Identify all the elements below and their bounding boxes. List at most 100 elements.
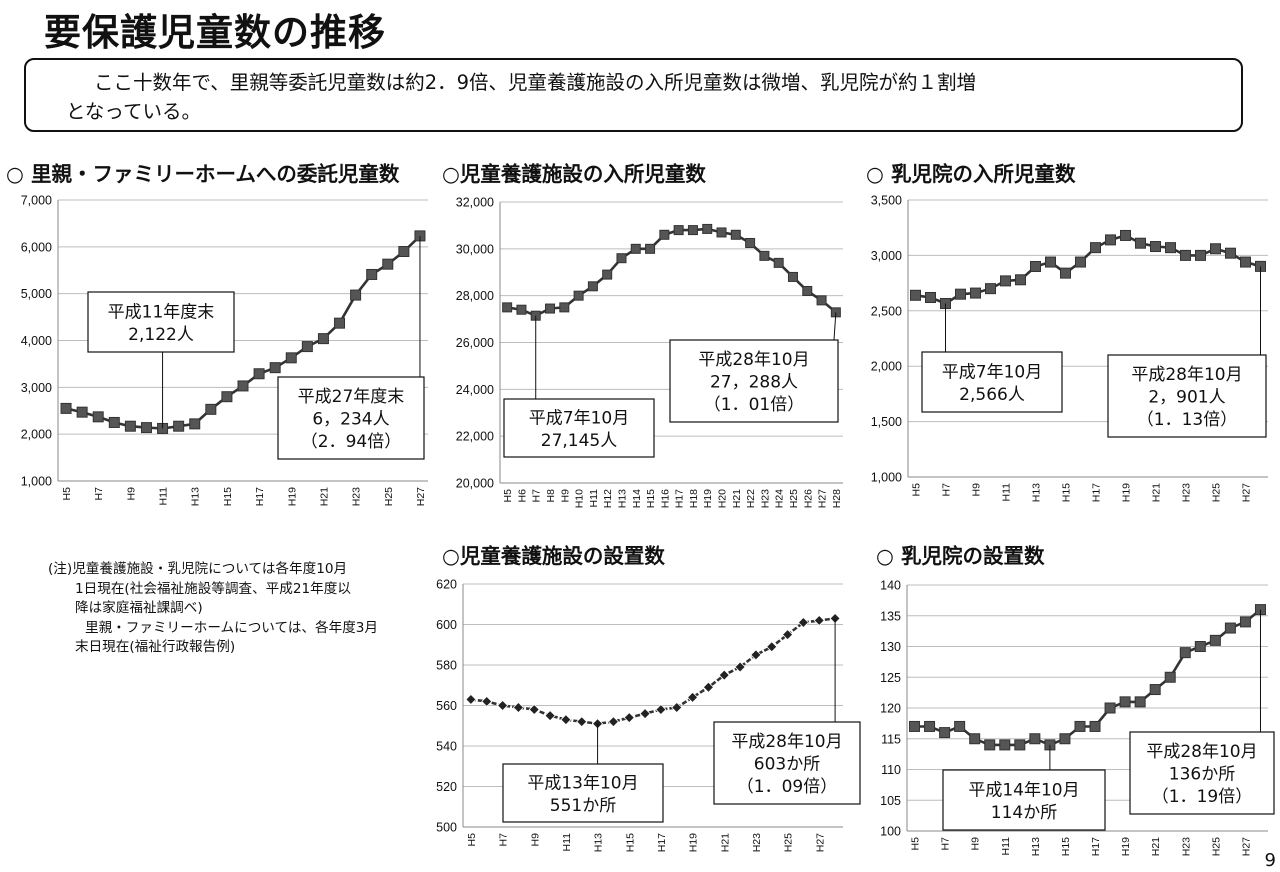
- foster-x-tick-label: H13: [190, 487, 202, 506]
- infant-count-x-tick-label: H21: [1150, 837, 1162, 856]
- facility-residents-annotation-box: [669, 339, 839, 423]
- facility-residents-x-tick-label: H23: [759, 489, 771, 508]
- facility-count-data-point: [687, 691, 699, 703]
- facility-count-y-tick-label: 560: [436, 699, 457, 713]
- foster-x-tick-label: H15: [222, 487, 234, 506]
- facility-count-chart: 500 520 540 560 580 600 620 H5 H7 H9 H11 H13 H15 H17 H…: [436, 578, 861, 852]
- facility-residents-x-tick-label: H8: [545, 489, 557, 503]
- facility-residents-x-tick-label: H16: [659, 489, 671, 508]
- facility-count-annotation-box: [502, 763, 664, 823]
- facility-residents-x-tick-label: H25: [788, 489, 800, 508]
- infant-count-data-point: [1224, 622, 1236, 634]
- facility-count-x-tick-label: H13: [593, 833, 605, 852]
- foster-x-tick-label: H7: [93, 487, 105, 501]
- foster-data-point: [237, 380, 249, 392]
- foster-x-tick-label: H25: [383, 487, 395, 506]
- foster-x-tick-label: H11: [158, 487, 170, 506]
- infant-residents-data-point: [1210, 243, 1221, 255]
- foster-x-tick-label: H9: [125, 487, 137, 501]
- infant-residents-data-point: [1075, 256, 1086, 268]
- facility-count-y-tick-label: 620: [436, 578, 457, 592]
- facility-residents-data-point: [716, 227, 727, 238]
- foster-x-tick-label: H19: [286, 487, 298, 506]
- facility-residents-data-point: [730, 229, 741, 240]
- foster-annotation-text: 6，234人: [312, 410, 389, 430]
- facility-count-x-tick-label: H23: [751, 833, 763, 852]
- infant-residents-chart: 1,000 1,500 2,000 2,500 3,000 3,500 H5 H7 H9 H11 H…: [871, 194, 1268, 502]
- facility-count-data-point: [702, 681, 714, 693]
- note-line-3: 降は家庭福祉課調べ): [75, 600, 203, 616]
- facility-count-x-tick-label: H25: [783, 833, 795, 852]
- facility-count-y-tick-label: 540: [436, 740, 457, 754]
- note-line-2: 1日現在(社会福祉施設等調査、平成21年度以: [75, 580, 351, 597]
- facility-count-annotation-text: 603か所: [754, 755, 820, 775]
- foster-annotation-text: （2．94倍）: [301, 432, 401, 452]
- facility-count-x-tick-label: H21: [719, 833, 731, 852]
- infant-residents-x-tick-label: H23: [1181, 483, 1193, 502]
- infant-residents-data-point: [1225, 247, 1236, 259]
- facility-residents-series-line: [506, 227, 837, 318]
- summary-line-2: となっている。: [66, 100, 201, 123]
- foster-y-tick-label: 4,000: [21, 334, 52, 348]
- facility-residents-annotation-text: 27,145人: [541, 431, 617, 451]
- facility-count-y-tick-label: 600: [436, 618, 457, 632]
- facility-count-data-point: [718, 669, 730, 681]
- infant-residents-data-point: [1090, 242, 1101, 254]
- infant-residents-y-tick-label: 3,000: [871, 249, 902, 263]
- infant-residents-x-tick-label: H13: [1031, 483, 1043, 502]
- foster-y-tick-label: 1,000: [21, 475, 52, 489]
- foster-y-tick-label: 3,000: [21, 381, 52, 395]
- facility-count-data-point: [481, 695, 493, 708]
- infant-residents-y-tick-label: 1,500: [871, 415, 902, 429]
- facility-count-x-tick-label: H15: [624, 833, 636, 852]
- facility-residents-data-point: [659, 229, 670, 240]
- infant-residents-x-tick-label: H5: [911, 483, 923, 497]
- facility-residents-data-point: [802, 285, 813, 296]
- infant-count-annotation-box: [942, 769, 1106, 831]
- facility-residents-x-tick-label: H22: [745, 489, 757, 508]
- facility-residents-data-point: [616, 253, 627, 264]
- infant-residents-annotation-box: [1107, 354, 1267, 438]
- foster-data-point: [124, 420, 136, 432]
- facility-residents-data-point: [630, 243, 641, 254]
- infant-count-x-tick-label: H11: [1000, 837, 1012, 856]
- infant-count-annotation-text: 平成28年10月: [1146, 742, 1257, 762]
- infant-count-y-tick-label: 100: [880, 825, 901, 839]
- facility-residents-x-tick-label: H17: [674, 489, 686, 508]
- facility-residents-x-tick-label: H9: [559, 489, 571, 503]
- facility-residents-chart-title: ○児童養護施設の入所児童数: [442, 162, 706, 186]
- infant-residents-data-point: [1045, 256, 1056, 268]
- infant-count-data-point: [1179, 647, 1191, 659]
- facility-residents-x-tick-label: H24: [774, 489, 786, 508]
- facility-residents-x-tick-label: H5: [502, 489, 514, 503]
- infant-count-y-tick-label: 130: [880, 640, 901, 654]
- infant-residents-x-tick-label: H17: [1091, 483, 1103, 502]
- infant-residents-y-tick-label: 2,000: [871, 360, 902, 374]
- infant-count-data-point: [1059, 733, 1071, 745]
- facility-count-x-tick-label: H11: [561, 833, 573, 852]
- infant-residents-data-point: [1180, 249, 1191, 261]
- foster-x-tick-label: H17: [254, 487, 266, 506]
- facility-count-data-point: [639, 708, 651, 720]
- infant-residents-data-point: [1015, 274, 1026, 286]
- infant-residents-data-point: [1135, 237, 1146, 249]
- infant-residents-data-point: [1105, 234, 1116, 246]
- infant-count-annotation-box: [1129, 731, 1275, 815]
- facility-residents-y-tick-label: 22,000: [456, 430, 494, 444]
- infant-count-data-point: [1239, 616, 1251, 628]
- infant-residents-data-point: [1150, 241, 1161, 253]
- foster-annotation-text: 平成11年度末: [108, 302, 215, 322]
- infant-count-x-tick-label: H27: [1240, 837, 1252, 856]
- infant-residents-data-point: [925, 292, 936, 304]
- facility-count-data-point: [797, 616, 809, 629]
- foster-annotation-text: 2,122人: [128, 325, 194, 345]
- facility-residents-annotation-text: 平成7年10月: [529, 408, 629, 428]
- facility-count-data-point: [560, 714, 572, 726]
- foster-data-point: [205, 403, 217, 415]
- infant-count-annotation-text: 136か所: [1169, 765, 1235, 785]
- foster-data-point: [269, 362, 281, 374]
- facility-count-x-tick-label: H19: [688, 833, 700, 852]
- facility-count-data-point: [607, 716, 619, 728]
- facility-count-data-point: [623, 712, 635, 724]
- facility-count-annotation-text: 平成28年10月: [731, 732, 842, 752]
